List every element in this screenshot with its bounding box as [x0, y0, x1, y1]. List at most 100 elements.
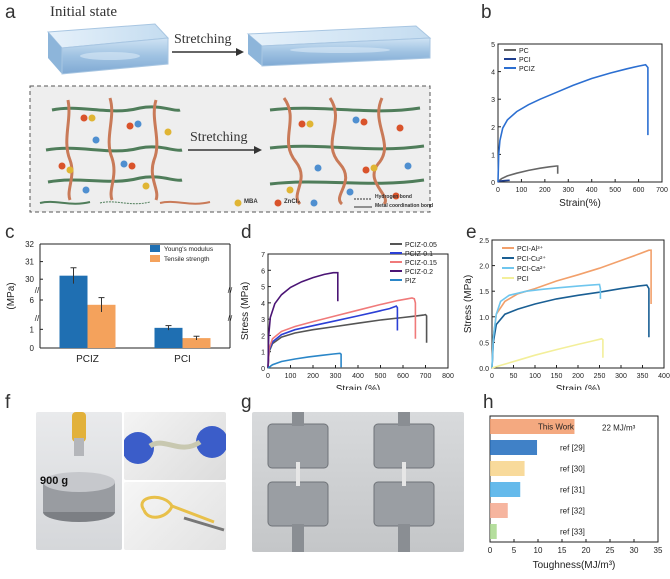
series-line-pciz-0-2 [267, 271, 339, 369]
x-tick-label: 0 [496, 187, 500, 194]
legend-label: PCIZ-0.15 [405, 260, 437, 267]
panel-a: Initial state Stretching Stretching MBA … [0, 0, 480, 220]
twist-photo [124, 412, 226, 480]
bar-label: ref [31] [560, 486, 585, 495]
x-tick-label: 500 [375, 373, 387, 380]
x-tick-label: 200 [539, 187, 551, 194]
y-tick-label: 2 [261, 333, 265, 340]
legend-label: PCIZ-0.1 [405, 251, 433, 258]
panel-letter-a: a [5, 2, 16, 23]
axis-break [41, 288, 229, 292]
legend-metal-coordination-bond: Metal coordination bond [375, 203, 434, 209]
series-line-pci [497, 179, 510, 183]
x-tick-label: 100 [516, 187, 528, 194]
x-tick-label: 500 [609, 187, 621, 194]
network-initial [45, 97, 183, 201]
bar-ref-32- [490, 503, 508, 518]
y-tick-label: 2 [491, 125, 495, 132]
y-tick-label: 0 [261, 366, 265, 373]
axis-break [41, 316, 229, 320]
stretching-label-top: Stretching [174, 32, 232, 47]
y-tick-label: 1 [30, 325, 35, 334]
series-line-pciz-0-15 [267, 297, 417, 369]
legend-label: Young's modulus [164, 246, 214, 253]
bar-ref-29- [490, 440, 538, 455]
legend-hydrogen-bond: Hydrogen bond [375, 194, 412, 200]
x-axis-label: Strain (%) [336, 384, 380, 390]
x-tick-label: 600 [397, 373, 409, 380]
y-tick-label: 6 [30, 296, 35, 305]
bar [182, 338, 211, 348]
bar-label: ref [32] [560, 507, 585, 516]
legend-label: PIZ [405, 278, 417, 285]
x-tick-label: 150 [551, 373, 563, 380]
series-line-pci [491, 337, 604, 369]
weight-label: 900 g [40, 475, 69, 487]
axis-break-mark: // [35, 286, 40, 295]
y-tick-label: 5 [261, 285, 265, 292]
legend-label: PCI [517, 276, 529, 283]
x-tick-label: 30 [630, 546, 639, 555]
x-axis-label: Strain (%) [556, 384, 600, 390]
x-tick-label: 700 [420, 373, 432, 380]
network-beads-right [286, 116, 412, 200]
chart-c: // // // // 0 1 6 30 31 32 (MPa) PCIZ PCI Young's mod… [6, 240, 233, 365]
toughness-annotation: 22 MJ/m³ [602, 424, 636, 433]
y-tick-label: 32 [25, 240, 34, 249]
y-axis-label: (MPa) [6, 282, 17, 309]
x-tick-label: 35 [654, 546, 663, 555]
series-line-pc [497, 165, 559, 183]
y-tick-label: 4 [261, 301, 265, 308]
stretching-label-diagram: Stretching [190, 130, 248, 145]
legend-zncl2: ZnCl₂ [284, 199, 300, 205]
legend-label: PCIZ [519, 66, 536, 73]
network-stretched [269, 97, 425, 206]
x-tick-label: 0 [266, 373, 270, 380]
y-tick-label: 1 [491, 152, 495, 159]
bar-label: ref [29] [560, 444, 585, 453]
x-axis-label: Toughness(MJ/m³) [533, 560, 616, 571]
bar [154, 327, 183, 348]
x-tick-label: 350 [637, 373, 649, 380]
x-tick-label: 0 [488, 546, 493, 555]
y-tick-label: 1.5 [479, 289, 489, 296]
panel-letter-g: g [241, 392, 252, 413]
x-tick-label: 50 [510, 373, 518, 380]
diagram-legend [39, 198, 372, 208]
series-line-piz [267, 352, 342, 369]
bar-ref-31- [490, 482, 521, 497]
chart-b: 0 100 200 300 400 500 600 700 0 1 2 3 4 5 Strain(%) Str… [482, 42, 668, 209]
knot-photo [124, 482, 226, 550]
x-tick-label: 0 [490, 373, 494, 380]
legend-label: PCIZ-0.05 [405, 242, 437, 249]
y-tick-label: 5 [491, 42, 495, 49]
y-axis-label: Stress(MPa) [482, 85, 483, 141]
series-line-pciz-0-05 [267, 313, 428, 369]
x-tick-label: 200 [307, 373, 319, 380]
x-tick-label: 250 [594, 373, 606, 380]
chart-e: 0 50 100 150 200 250 300 350 400 0.0 0.5 1.0 1.5 2.0 2… [463, 238, 670, 390]
panel-letter-c: c [5, 222, 15, 243]
legend-label: PCI-Ca²⁺ [517, 265, 546, 273]
x-tick-label: 100 [529, 373, 541, 380]
series-line-pciz-0-1 [267, 305, 399, 369]
bar-ref-30- [490, 461, 525, 476]
chart-d: 0 100 200 300 400 500 600 700 800 0 1 2 3 4 5 6 7 Strain … [240, 242, 454, 390]
bar-label: ref [33] [560, 528, 585, 537]
legend-swatch [150, 255, 160, 262]
x-tick-label: 5 [512, 546, 517, 555]
y-tick-label: 30 [25, 275, 34, 284]
y-tick-label: 0 [491, 180, 495, 187]
y-tick-label: 31 [25, 258, 34, 267]
series-line-pci-cu- [491, 284, 650, 369]
x-tick-label: 10 [534, 546, 543, 555]
legend-swatch [150, 245, 160, 252]
stretched-gel-photo [246, 25, 432, 67]
x-tick-label: 25 [606, 546, 615, 555]
network-beads-left [58, 114, 172, 194]
series-line-pci-ca- [491, 283, 602, 369]
x-tick-label: 300 [330, 373, 342, 380]
legend-label: PCI [519, 57, 531, 64]
y-tick-label: 2.5 [479, 238, 489, 245]
x-tick-label: 800 [442, 373, 454, 380]
